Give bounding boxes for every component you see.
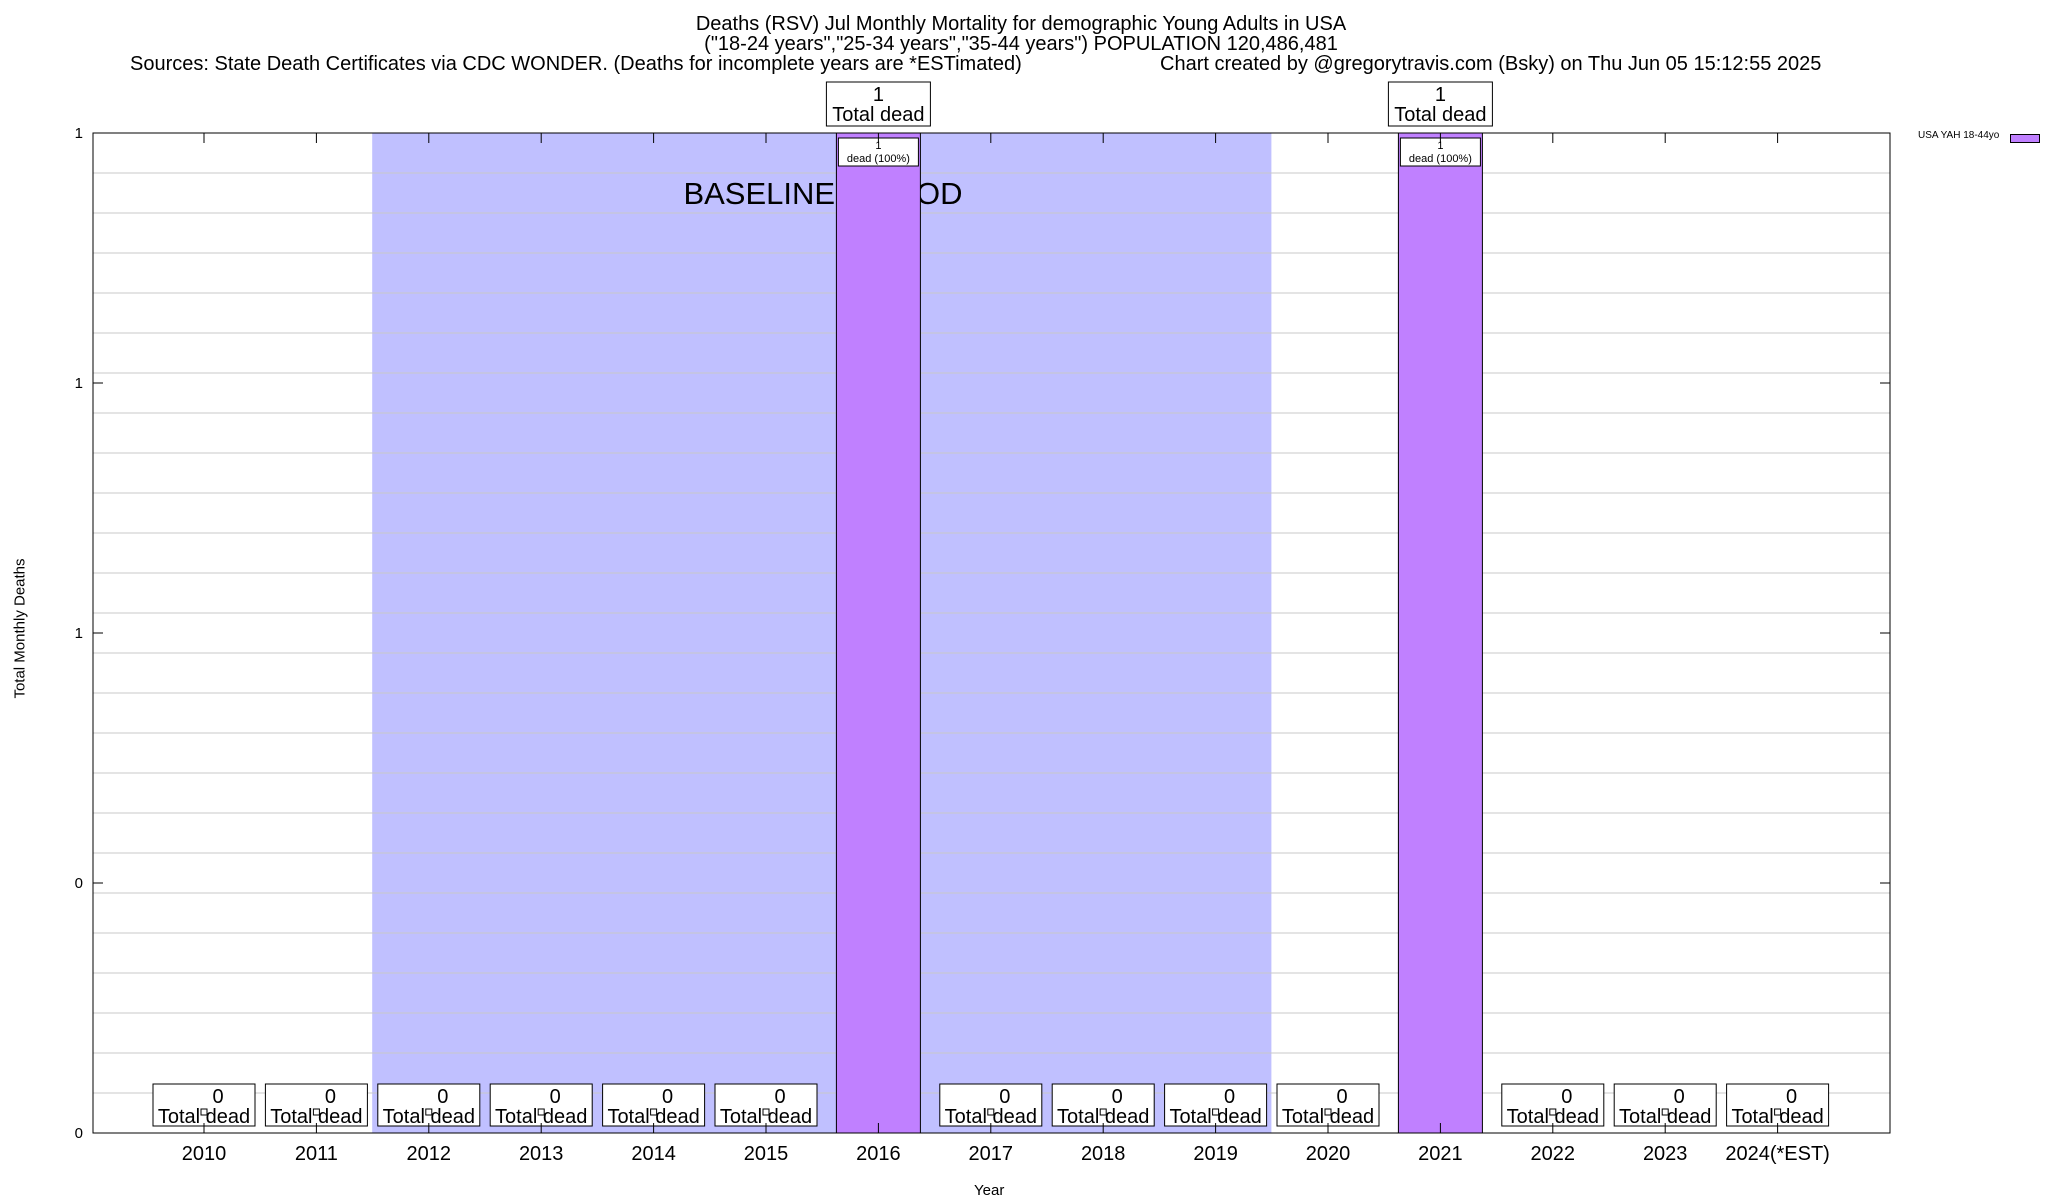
total-label-value: 0 [774,1086,785,1108]
x-tick-label: 2015 [744,1143,789,1165]
zero-marker [1324,1108,1332,1116]
zero-marker [200,1108,208,1116]
bar-label-percent: dead (100%) [847,153,910,165]
x-tick-label: 2022 [1531,1143,1576,1165]
chart-credit: Chart created by @gregorytravis.com (Bsk… [1160,53,1822,75]
total-label-value: 0 [212,1086,223,1108]
zero-marker [1661,1108,1669,1116]
x-tick-label: 2019 [1193,1143,1238,1165]
x-tick-label: 2020 [1306,1143,1351,1165]
total-label-text: Total dead [270,1106,362,1128]
x-tick-label: 2016 [856,1143,901,1165]
total-label-text: Total dead [158,1106,250,1128]
total-label-value: 0 [325,1086,336,1108]
total-label-box [1051,1083,1155,1127]
plot-frame [92,132,1891,1134]
total-label-text: Total dead [832,104,924,126]
y-tick-label: 1 [75,625,83,642]
total-label-text: Total dead [1731,1106,1823,1128]
x-tick-label: 2013 [519,1143,564,1165]
total-label-text: Total dead [495,1106,587,1128]
y-tick-label: 1 [75,375,83,392]
x-tick-label: 2023 [1643,1143,1688,1165]
zero-marker [537,1108,545,1116]
x-tick-label: 2010 [182,1143,227,1165]
total-label-value: 1 [1435,84,1446,106]
zero-marker [312,1108,320,1116]
total-label-value: 0 [662,1086,673,1108]
zero-marker [1774,1108,1782,1116]
total-label-box [1276,1083,1380,1127]
x-tick-label: 2011 [295,1143,338,1165]
total-label-value: 1 [873,84,884,106]
x-tick-label: 2014 [631,1143,676,1165]
total-label-text: Total dead [383,1106,475,1128]
y-tick-label: 1 [75,125,83,142]
total-label-text: Total dead [1282,1106,1374,1128]
total-label-value: 0 [1224,1086,1235,1108]
zero-marker [1212,1108,1220,1116]
legend-label: USA YAH 18-44yo [1918,130,2000,141]
total-label-value: 0 [550,1086,561,1108]
y-axis-label: Total Monthly Deaths [11,558,29,699]
total-label-text: Total dead [1619,1106,1711,1128]
total-label-value: 0 [1561,1086,1572,1108]
total-label-text: Total dead [720,1106,812,1128]
x-tick-label: 2024(*EST) [1725,1143,1830,1165]
zero-marker [425,1108,433,1116]
zero-marker [987,1108,995,1116]
total-label-box [1726,1083,1830,1127]
x-tick-label: 2021 [1418,1143,1463,1165]
baseline-period-shade [372,133,1272,1133]
total-label-box [825,81,931,127]
chart-title: Deaths (RSV) Jul Monthly Mortality for d… [695,13,1347,35]
chart-subtitle: ("18-24 years","25-34 years","35-44 year… [704,33,1338,55]
total-label-value: 0 [1112,1086,1123,1108]
bar-label-percent: dead (100%) [1409,153,1472,165]
x-tick-label: 2018 [1081,1143,1126,1165]
x-tick-label: 2017 [969,1143,1014,1165]
total-label-value: 0 [437,1086,448,1108]
total-label-text: Total dead [1169,1106,1261,1128]
total-label-box [1613,1083,1717,1127]
total-label-text: Total dead [607,1106,699,1128]
total-label-text: Total dead [1507,1106,1599,1128]
total-label-box [489,1083,593,1127]
total-label-value: 0 [1336,1086,1347,1108]
total-label-text: Total dead [1394,104,1486,126]
zero-marker [650,1108,658,1116]
total-label-value: 0 [1674,1086,1685,1108]
x-tick-label: 2012 [407,1143,452,1165]
total-label-box [377,1083,481,1127]
bar [1397,132,1483,1134]
total-label-value: 0 [1786,1086,1797,1108]
bar-label-count: 1 [875,140,881,152]
total-label-box [152,1083,256,1127]
chart-sources: Sources: State Death Certificates via CD… [130,53,1022,75]
legend-swatch [2010,134,2040,143]
total-label-box [939,1083,1043,1127]
total-label-box [1387,81,1493,127]
y-tick-label: 0 [75,1125,83,1142]
y-tick-label: 0 [75,875,83,892]
zero-marker [1099,1108,1107,1116]
zero-marker [1549,1108,1557,1116]
bar [835,132,921,1134]
zero-marker [762,1108,770,1116]
total-label-value: 0 [999,1086,1010,1108]
total-label-text: Total dead [1057,1106,1149,1128]
x-axis-label: Year [974,1182,1005,1199]
total-label-text: Total dead [945,1106,1037,1128]
bar-label-count: 1 [1437,140,1443,152]
